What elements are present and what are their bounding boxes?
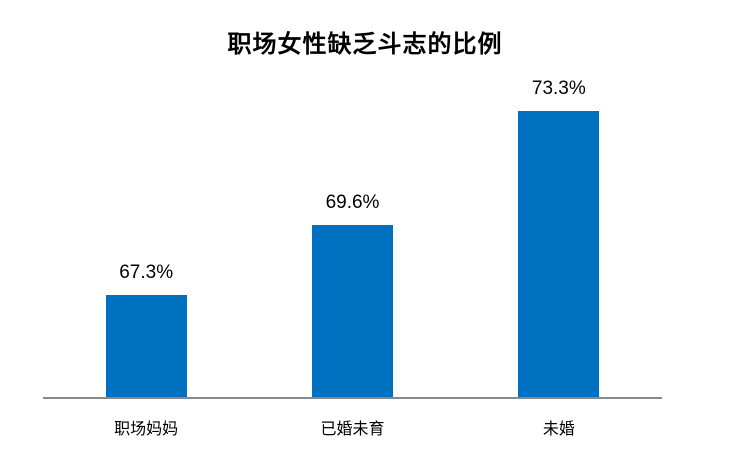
x-axis-label: 未婚 [542, 421, 575, 438]
value-label: 73.3% [531, 78, 586, 99]
value-label: 69.6% [325, 192, 380, 213]
bar-group: 69.6% [312, 89, 393, 397]
bar [518, 111, 600, 397]
bar-group: 67.3% [105, 89, 187, 397]
bar [105, 295, 187, 397]
x-axis-label: 职场妈妈 [114, 421, 179, 438]
x-axis-label: 已婚未育 [320, 421, 385, 438]
bar [312, 225, 393, 397]
bar-group: 73.3% [518, 78, 600, 397]
x-axis-line [43, 397, 662, 399]
value-label: 67.3% [119, 262, 174, 283]
chart-title: 职场女性缺乏斗志的比例 [227, 31, 503, 58]
plot-area: 67.3% 69.6% 73.3% [43, 78, 662, 397]
